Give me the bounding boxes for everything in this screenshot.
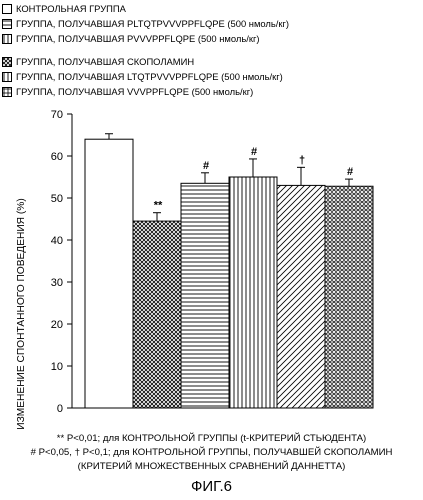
y-tick-label: 30 (51, 277, 63, 289)
legend-swatch (2, 57, 12, 67)
bar (181, 183, 229, 408)
y-tick-label: 10 (51, 361, 63, 373)
significance-mark: ** (154, 200, 163, 212)
legend-label: ГРУППА, ПОЛУЧАВШАЯ VVVPPFLQPE (500 нмоль… (16, 85, 253, 99)
legend-swatch (2, 87, 12, 97)
bar (85, 139, 133, 408)
legend-label: ГРУППА, ПОЛУЧАВШАЯ СКОПОЛАМИН (16, 55, 194, 69)
significance-mark: # (347, 166, 353, 178)
y-tick-label: 40 (51, 235, 63, 247)
legend-label: КОНТРОЛЬНАЯ ГРУППА (16, 2, 126, 16)
significance-mark: † (299, 154, 305, 166)
note-line: ** P<0,01; для КОНТРОЛЬНОЙ ГРУППЫ (t-КРИ… (0, 433, 423, 444)
legend-swatch (2, 72, 12, 82)
y-tick-label: 60 (51, 151, 63, 163)
legend-swatch (2, 4, 12, 14)
y-tick-label: 70 (51, 109, 63, 121)
y-tick-label: 50 (51, 193, 63, 205)
legend-label: ГРУППА, ПОЛУЧАВШАЯ PVVVPPFLQPE (500 нмол… (16, 32, 260, 46)
y-tick-label: 20 (51, 319, 63, 331)
bar (277, 185, 325, 408)
bar (133, 221, 181, 408)
bars: ** # # † # (85, 134, 373, 408)
bar-chart: ИЗМЕНЕНИЕ СПОНТАННОГО ПОВЕДЕНИЯ (%) 0 10 2… (0, 100, 423, 430)
y-axis: 0 10 20 30 40 50 60 70 (51, 109, 72, 415)
note-line: # P<0,05, † P<0,1; для КОНТРОЛЬНОЙ ГРУПП… (0, 447, 423, 458)
legend-swatch (2, 34, 12, 44)
y-tick-label: 0 (57, 403, 63, 415)
y-axis-label: ИЗМЕНЕНИЕ СПОНТАННОГО ПОВЕДЕНИЯ (%) (16, 198, 27, 429)
legend-swatch (2, 19, 12, 29)
legend-label: ГРУППА, ПОЛУЧАВШАЯ PLTQTPVVVPPFLQPE (500… (16, 17, 289, 31)
significance-mark: # (203, 160, 209, 172)
bar (325, 186, 373, 408)
figure-label: ФИГ.6 (0, 478, 423, 495)
note-line: (КРИТЕРИЙ МНОЖЕСТВЕННЫХ СРАВНЕНИЙ ДАННЕТ… (0, 461, 423, 472)
significance-mark: # (251, 146, 257, 158)
legend-label: ГРУППА, ПОЛУЧАВШАЯ LTQTPVVVPPFLQPE (500 … (16, 70, 283, 84)
bar (229, 177, 277, 408)
